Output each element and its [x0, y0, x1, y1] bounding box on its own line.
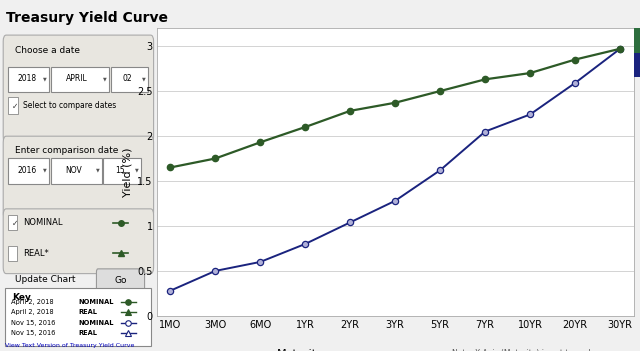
Text: Maturity: Maturity	[276, 349, 323, 351]
Text: Key: Key	[12, 293, 31, 302]
Text: NOV: NOV	[65, 166, 82, 175]
Text: Select to compare dates: Select to compare dates	[23, 101, 116, 110]
FancyBboxPatch shape	[111, 67, 148, 92]
Text: Treasury Yield Curve: Treasury Yield Curve	[6, 11, 168, 25]
Text: Update Chart: Update Chart	[15, 276, 76, 284]
Text: 15: 15	[115, 166, 125, 175]
Text: REAL*: REAL*	[23, 249, 49, 258]
FancyBboxPatch shape	[97, 269, 145, 293]
Text: View Text Version of Treasury Yield Curve: View Text Version of Treasury Yield Curv…	[4, 343, 134, 348]
Text: ✓: ✓	[12, 219, 19, 227]
FancyBboxPatch shape	[3, 35, 154, 143]
Text: NOMINAL: NOMINAL	[79, 299, 114, 305]
Text: April 2, 2018: April 2, 2018	[11, 310, 53, 316]
Text: 02: 02	[123, 74, 132, 83]
FancyBboxPatch shape	[51, 67, 109, 92]
Text: Choose a date: Choose a date	[15, 46, 80, 55]
FancyBboxPatch shape	[8, 246, 17, 261]
Text: APRIL: APRIL	[66, 74, 88, 83]
Text: REAL: REAL	[79, 330, 97, 336]
Text: Nov 15, 2016: Nov 15, 2016	[11, 330, 55, 336]
Text: Go: Go	[115, 276, 127, 285]
Text: NOMINAL: NOMINAL	[79, 320, 114, 326]
Text: ▼: ▼	[135, 168, 139, 173]
Text: REAL: REAL	[79, 310, 97, 316]
Text: ▼: ▼	[43, 76, 47, 81]
Text: NOMINAL: NOMINAL	[23, 218, 62, 227]
FancyBboxPatch shape	[634, 53, 640, 77]
Text: ▼: ▼	[96, 168, 99, 173]
Text: ▼: ▼	[103, 76, 107, 81]
Text: ▼: ▼	[43, 168, 47, 173]
Text: Nov 15, 2016: Nov 15, 2016	[11, 320, 55, 326]
FancyBboxPatch shape	[8, 215, 17, 230]
Text: ✓: ✓	[12, 102, 19, 111]
FancyBboxPatch shape	[8, 158, 49, 184]
Text: Enter comparison date: Enter comparison date	[15, 146, 118, 155]
FancyBboxPatch shape	[8, 67, 49, 92]
Text: ▼: ▼	[142, 76, 146, 81]
FancyBboxPatch shape	[3, 136, 154, 218]
Text: 2018: 2018	[17, 74, 36, 83]
FancyBboxPatch shape	[634, 28, 640, 53]
FancyBboxPatch shape	[6, 288, 151, 346]
FancyBboxPatch shape	[103, 158, 141, 184]
FancyBboxPatch shape	[3, 209, 154, 274]
Text: Note: X-Axis (Maturity) is not to scale: Note: X-Axis (Maturity) is not to scale	[452, 349, 596, 351]
FancyBboxPatch shape	[51, 158, 102, 184]
Text: April 2, 2018: April 2, 2018	[11, 299, 53, 305]
Y-axis label: Yield (%): Yield (%)	[123, 147, 133, 197]
FancyBboxPatch shape	[8, 97, 19, 114]
Text: 2016: 2016	[17, 166, 36, 175]
